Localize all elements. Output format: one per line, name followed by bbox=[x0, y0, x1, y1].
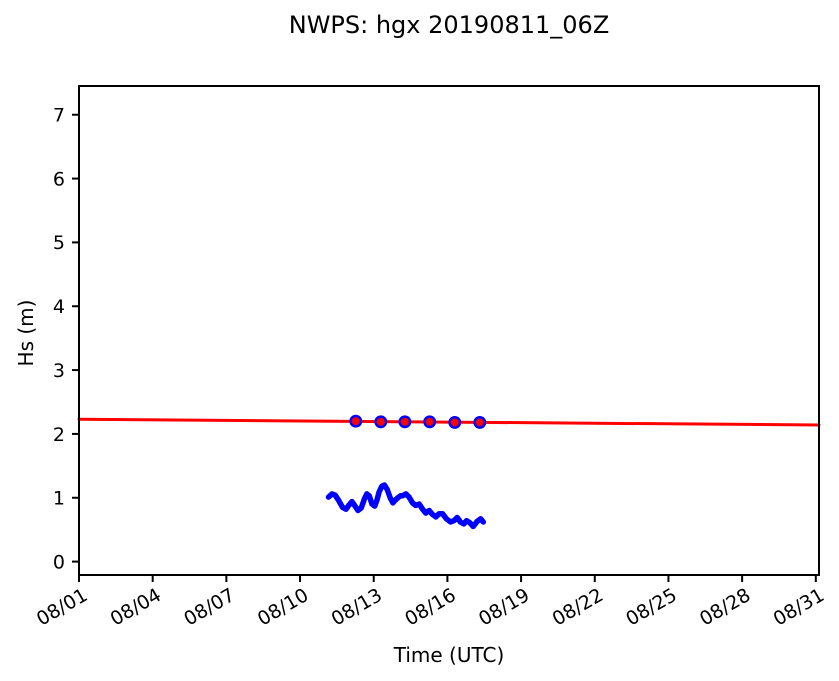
y-tick-label: 5 bbox=[53, 232, 65, 254]
data-point-marker bbox=[374, 415, 388, 429]
data-point-marker bbox=[473, 415, 487, 429]
x-tick-label: 08/25 bbox=[622, 584, 680, 630]
x-axis: 08/01 08/04 08/07 08/10 08/13 08/16 08/19 08/22… bbox=[33, 575, 828, 630]
x-tick-label: 08/31 bbox=[770, 584, 828, 630]
x-tick-label: 08/01 bbox=[33, 584, 91, 630]
x-tick-label: 08/19 bbox=[475, 584, 533, 630]
x-tick-label: 08/04 bbox=[107, 584, 165, 630]
x-tick-label: 08/16 bbox=[401, 584, 459, 630]
x-tick-label: 08/13 bbox=[328, 584, 386, 630]
chart-title: NWPS: hgx 20190811_06Z bbox=[288, 11, 610, 39]
x-tick-label: 08/22 bbox=[549, 584, 607, 630]
series-observations bbox=[325, 482, 487, 530]
x-tick-label: 08/28 bbox=[696, 584, 754, 630]
y-axis-label: Hs (m) bbox=[14, 299, 38, 367]
data-point-marker bbox=[423, 415, 437, 429]
data-point-marker bbox=[448, 415, 462, 429]
x-tick-label: 08/07 bbox=[180, 584, 238, 630]
y-axis: 0 1 2 3 4 5 6 7 bbox=[53, 105, 79, 573]
data-point-marker bbox=[398, 415, 412, 429]
y-tick-label: 0 bbox=[53, 551, 65, 573]
series-forecast-daily-markers bbox=[349, 414, 487, 429]
y-tick-label: 6 bbox=[53, 168, 65, 190]
y-tick-label: 2 bbox=[53, 424, 65, 446]
axes-frame bbox=[78, 85, 820, 576]
x-tick-label: 08/10 bbox=[254, 584, 312, 630]
y-tick-label: 3 bbox=[53, 360, 65, 382]
x-axis-label: Time (UTC) bbox=[393, 643, 505, 667]
y-tick-label: 4 bbox=[53, 296, 65, 318]
data-point-marker bbox=[349, 414, 363, 428]
y-tick-label: 1 bbox=[53, 488, 65, 510]
y-tick-label: 7 bbox=[53, 105, 65, 127]
